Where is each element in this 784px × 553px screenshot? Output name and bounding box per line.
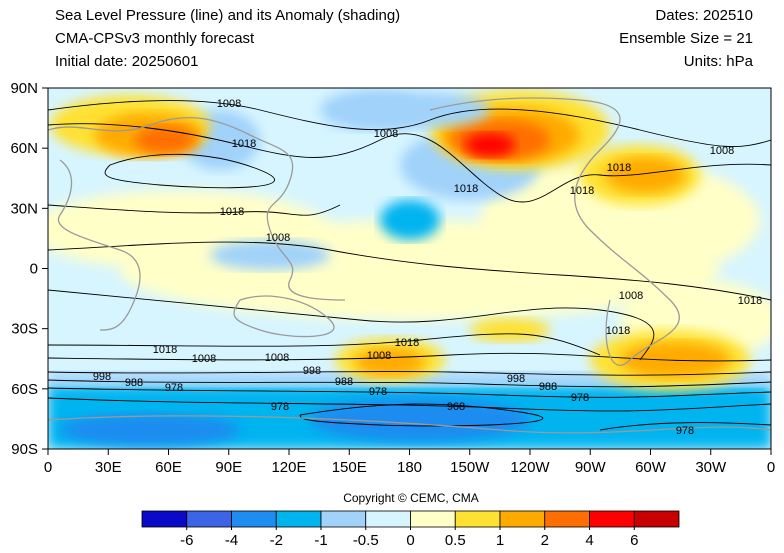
contour-label: 978 — [571, 392, 589, 404]
anomaly-blob — [210, 240, 330, 270]
contour-label: 1008 — [266, 232, 290, 244]
colorbar-box — [544, 510, 590, 528]
contour-label: 1018 — [607, 162, 631, 174]
header-right: Units: hPa — [684, 53, 754, 70]
contour-label: 988 — [125, 377, 143, 389]
header-right: Dates: 202510 — [655, 7, 753, 24]
x-tick-label: 90W — [575, 459, 607, 476]
coastlines — [48, 97, 771, 434]
contour-label: 1008 — [217, 98, 241, 110]
contour-label: 1008 — [374, 128, 398, 140]
x-tick-label: 120W — [510, 459, 550, 476]
anomaly-blob — [60, 414, 240, 446]
colorbar-box — [454, 510, 501, 528]
colorbar-label: -0.5 — [353, 532, 379, 549]
axes: 0 30E 60E 90E 120E 150E 180 150W 120W 90W 60W 30W 09… — [10, 80, 775, 476]
y-tick-label: 90S — [11, 441, 38, 458]
y-tick-label: 0 — [30, 261, 38, 278]
contour-label: 1008 — [710, 145, 734, 157]
x-tick-label: 90E — [215, 459, 242, 476]
contour-label: 1018 — [606, 325, 630, 337]
colorbar-box — [320, 510, 367, 528]
colorbar-box — [141, 510, 188, 528]
header-right: Ensemble Size = 21 — [619, 30, 753, 47]
contour-label: 1018 — [232, 138, 256, 150]
colorbar-label: -1 — [314, 532, 327, 549]
contour-label: 1008 — [265, 352, 289, 364]
y-tick-label: 30N — [10, 200, 38, 217]
contour-label: 978 — [271, 401, 289, 413]
contour-labels: 1008 1018 1008 1018 1018 1008 1018 1018 1008 1008… — [93, 98, 762, 437]
contour-label: 1008 — [367, 350, 391, 362]
colorbar-box — [589, 510, 635, 528]
x-tick-label: 150E — [332, 459, 367, 476]
contour-label: 978 — [369, 386, 387, 398]
colorbar-box — [499, 510, 546, 528]
x-tick-label: 30W — [695, 459, 727, 476]
x-tick-label: 0 — [44, 459, 52, 476]
anomaly-blob — [605, 157, 685, 193]
colorbar-label: -6 — [180, 532, 193, 549]
anomaly-shading — [48, 88, 771, 449]
contour-label: 988 — [335, 376, 353, 388]
header-left: Sea Level Pressure (line) and its Anomal… — [55, 7, 400, 24]
x-tick-label: 150W — [450, 459, 490, 476]
anomaly-blob — [355, 348, 425, 376]
colorbar-label: 0.5 — [445, 532, 466, 549]
contour-label: 1018 — [454, 183, 478, 195]
contour-label: 968 — [447, 401, 465, 413]
colorbar-label: -4 — [225, 532, 238, 549]
x-tick-label: 0 — [767, 459, 775, 476]
contour-label: 998 — [507, 373, 525, 385]
colorbar: -6 -4 -2 -1 -0.5 0 0.5 1 2 4 6 — [141, 510, 680, 549]
contour-label: 978 — [165, 382, 183, 394]
contours — [48, 100, 771, 431]
contour-label: 1018 — [570, 185, 594, 197]
x-tick-label: 180 — [397, 459, 422, 476]
anomaly-blob — [135, 126, 195, 154]
contour-label: 1018 — [738, 295, 762, 307]
contour-label: 1008 — [192, 353, 216, 365]
colorbar-box — [275, 510, 322, 528]
colorbar-box — [633, 510, 680, 528]
anomaly-blob — [310, 398, 530, 442]
colorbar-box — [410, 510, 456, 528]
x-tick-label: 60W — [635, 459, 667, 476]
x-tick-label: 120E — [271, 459, 306, 476]
contour-label: 1008 — [619, 290, 643, 302]
contour-label: 988 — [539, 381, 557, 393]
copyright: Copyright © CEMC, CMA — [343, 491, 479, 505]
anomaly-blob — [380, 200, 440, 240]
contour-label: 998 — [303, 365, 321, 377]
x-tick-label: 60E — [155, 459, 182, 476]
colorbar-box — [186, 510, 232, 528]
colorbar-label: 0 — [406, 532, 414, 549]
y-tick-label: 60N — [10, 140, 38, 157]
anomaly-blob — [350, 92, 490, 128]
colorbar-label: 1 — [496, 532, 504, 549]
colorbar-label: -2 — [270, 532, 283, 549]
header: Sea Level Pressure (line) and its Anomal… — [55, 7, 754, 70]
contour-label: 1018 — [220, 206, 244, 218]
x-tick-label: 30E — [95, 459, 122, 476]
colorbar-box — [231, 510, 277, 528]
anomaly-blob — [465, 133, 515, 157]
header-left: CMA-CPSv3 monthly forecast — [55, 30, 255, 47]
anomaly-blob — [470, 318, 550, 342]
colorbar-label: 6 — [630, 532, 638, 549]
contour-label: 978 — [676, 425, 694, 437]
contour-label: 1018 — [153, 344, 177, 356]
contour-label: 998 — [93, 371, 111, 383]
contour-label: 1018 — [395, 337, 419, 349]
colorbar-label: 4 — [585, 532, 593, 549]
colorbar-label: 2 — [541, 532, 549, 549]
header-left: Initial date: 20250601 — [55, 53, 198, 70]
y-tick-label: 60S — [11, 381, 38, 398]
colorbar-box — [365, 510, 411, 528]
y-tick-label: 90N — [10, 80, 38, 97]
y-tick-label: 30S — [11, 321, 38, 338]
